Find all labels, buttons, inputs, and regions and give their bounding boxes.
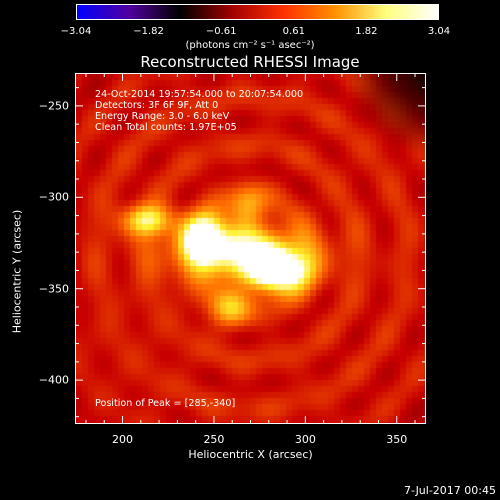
colorbar-tick-label: −0.61 [205,26,237,37]
colorbar-tick-label: 0.61 [282,26,305,37]
y-tick-label: −250 [38,99,69,113]
annotation-peak-position: Position of Peak = [285,-340] [95,398,236,409]
y-tick-label: −400 [38,373,69,387]
y-tick-label: −300 [38,190,69,204]
annotation-time-range: 24-Oct-2014 19:57:54.000 to 20:07:54.000 [95,89,304,100]
colorbar-tick-label: −3.04 [60,26,92,37]
annotation-clean-counts: Clean Total counts: 1.97E+05 [95,122,237,133]
image-plot-area[interactable]: 24-Oct-2014 19:57:54.000 to 20:07:54.000… [75,73,426,424]
colorbar-tick-label: −1.82 [133,26,164,37]
x-tick-label: 300 [294,433,316,446]
plot-title: Reconstructed RHESSI Image [140,53,360,71]
x-tick-label: 350 [386,433,408,446]
colorbar [76,4,439,20]
y-axis-title: Heliocentric Y (arcsec) [10,209,24,334]
x-tick-label: 200 [112,433,134,446]
colorbar-tick-label: 1.82 [355,26,378,37]
rhessi-image-heatmap [76,74,425,423]
annotation-energy-range: Energy Range: 3.0 - 6.0 keV [95,111,230,122]
colorbar-tick-label: 3.04 [427,26,451,37]
colorbar-units: (photons cm⁻² s⁻¹ asec⁻²) [185,40,315,51]
footer-date: 7-Jul-2017 00:45 [403,484,496,497]
x-tick-label: 250 [203,433,225,446]
y-tick-label: −350 [38,282,69,296]
x-axis-title: Heliocentric X (arcsec) [188,448,313,461]
annotation-detectors: Detectors: 3F 6F 9F, Att 0 [95,100,219,111]
